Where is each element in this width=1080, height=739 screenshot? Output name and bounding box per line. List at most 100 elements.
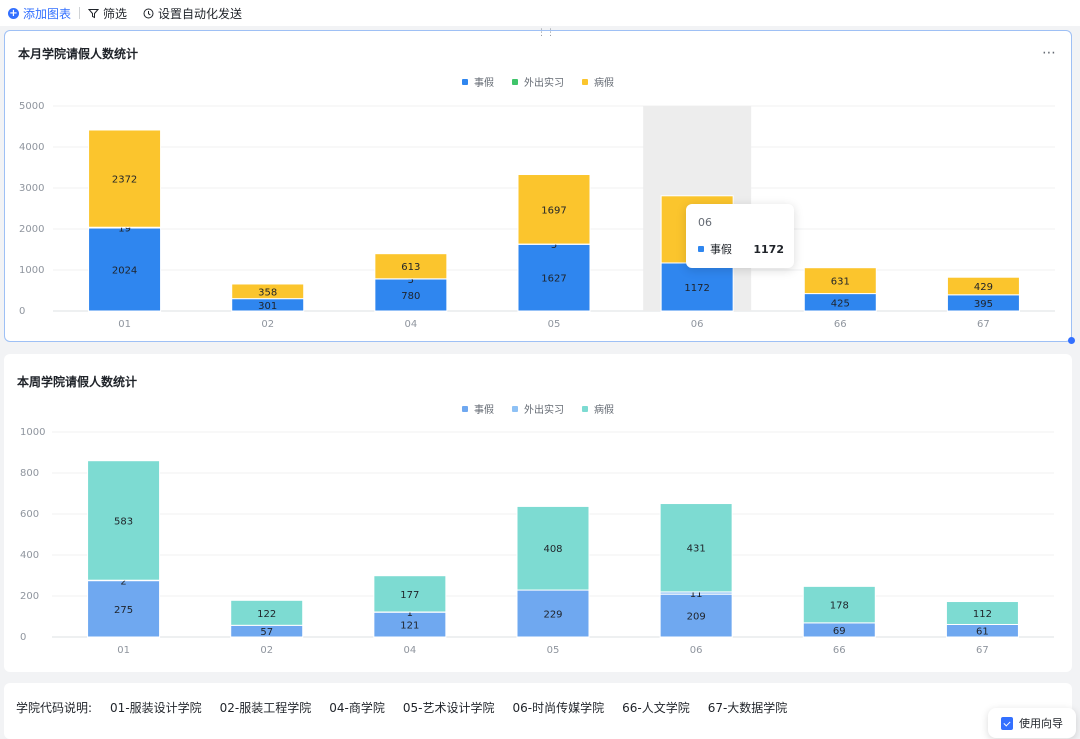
filter-button[interactable]: 筛选 [80,5,135,22]
monthly-chart-card[interactable]: ⋮⋮ 本月学院请假人数统计 ⋯ 事假 外出实习 病假 0 1000 2000 3000… [4,28,1075,344]
bar-segment [230,599,304,626]
add-chart-button[interactable]: + 添加图表 [0,5,79,22]
data-label: 121 [400,621,419,632]
college-code-item: 67-大数据学院 [707,701,788,715]
usage-guide-button[interactable]: 使用向导 [988,708,1076,738]
plus-circle-icon: + [8,7,19,19]
x-tick-label: 66 [834,319,847,330]
data-label: 2 [120,576,126,587]
data-label: 229 [543,610,562,621]
bar-segment [660,262,734,312]
college-code-item: 02-服装工程学院 [219,701,312,715]
bar-segment [373,611,447,638]
bar-segment [516,589,590,638]
bar-segment [659,593,733,638]
x-tick-label: 01 [117,645,130,656]
resize-handle[interactable] [1068,337,1075,344]
y-tick-label: 5000 [19,101,44,112]
y-tick-label: 4000 [19,142,44,153]
y-tick-label: 0 [19,306,25,317]
more-options-icon[interactable]: ⋯ [1042,45,1057,61]
data-label: 69 [833,626,846,637]
x-tick-label: 02 [260,645,273,656]
data-label: 358 [258,287,277,298]
tooltip-series: 事假 [710,243,732,256]
data-label: 275 [114,605,133,616]
x-tick-label: 06 [691,319,704,330]
legend-item[interactable]: 病假 [582,401,614,416]
bar-segment [87,460,161,581]
data-label: 178 [830,601,849,612]
legend-swatch [462,78,468,85]
data-label: 209 [687,612,706,623]
bar-segment [803,267,877,295]
auto-send-button[interactable]: 设置自动化发送 [135,5,250,22]
bar-segment [516,505,590,591]
bar-segment [517,243,591,312]
legend-swatch [462,405,468,412]
monthly-bar-chart: 0 1000 2000 3000 4000 5000 2024 19 2372 01 301 358 0… [19,101,1055,330]
data-label: 61 [976,627,989,638]
legend-item[interactable]: 外出实习 [512,74,564,89]
legend-swatch [582,78,588,85]
data-label: 1627 [541,274,566,285]
tooltip-swatch [698,246,704,252]
drag-handle-icon[interactable]: ⋮⋮ [537,28,555,38]
toolbar: + 添加图表 筛选 设置自动化发送 [0,0,1080,26]
legend-item[interactable]: 事假 [462,74,494,89]
legend-item[interactable]: 病假 [582,74,614,89]
weekly-bar-chart: 0 200 400 600 800 1000 275 2 583 01 57 122 02 121 1 177… [20,427,1054,656]
filter-label: 筛选 [103,6,128,21]
college-code-list: 学院代码说明: 01-服装设计学院 02-服装工程学院 04-商学院 05-艺术… [16,699,787,716]
y-tick-label: 1000 [20,427,45,438]
data-label: 631 [831,277,850,288]
data-label: 583 [114,516,133,527]
y-tick-label: 200 [20,591,39,602]
y-tick-label: 3000 [19,183,44,194]
x-tick-label: 02 [261,319,274,330]
toolbar-divider [79,7,81,19]
legend-swatch [512,78,518,85]
data-label: 57 [260,627,273,638]
data-label: 301 [258,301,277,312]
y-tick-label: 400 [20,550,39,561]
bar-segment [231,283,305,300]
legend-label: 事假 [474,78,494,89]
guide-icon [1001,716,1013,730]
data-label: 5 [551,240,557,251]
tooltip-value: 1172 [753,242,784,256]
x-tick-label: 67 [977,319,990,330]
legend-item[interactable]: 事假 [462,401,494,416]
legend-item[interactable]: 外出实习 [512,401,564,416]
college-code-item: 06-时尚传媒学院 [512,701,605,715]
monthly-legend: 事假 外出实习 病假 [5,74,1071,89]
college-code-item: 04-商学院 [329,701,385,715]
college-code-legend-card: 学院代码说明: 01-服装设计学院 02-服装工程学院 04-商学院 05-艺术… [4,683,1072,739]
add-chart-label: 添加图表 [23,6,72,21]
bar-segment [88,129,162,228]
data-label: 177 [400,590,419,601]
legend-label: 外出实习 [524,405,564,416]
tooltip-category: 06 [698,216,712,229]
auto-send-label: 设置自动化发送 [158,6,243,21]
data-label: 780 [401,291,420,302]
data-label: 11 [690,589,703,600]
data-label: 425 [831,298,850,309]
x-tick-label: 06 [690,645,703,656]
y-tick-label: 2000 [19,224,44,235]
data-label: 19 [118,224,131,235]
college-code-item: 05-艺术设计学院 [402,701,495,715]
data-label: 431 [687,544,706,555]
x-tick-label: 05 [548,319,561,330]
x-tick-label: 01 [118,319,131,330]
data-label: 2372 [112,175,137,186]
monthly-chart-title: 本月学院请假人数统计 [18,47,139,61]
weekly-chart-card[interactable]: 本周学院请假人数统计 事假 外出实习 病假 0 200 400 600 800 1000 2… [4,354,1072,672]
x-tick-label: 05 [547,645,560,656]
data-label: 112 [973,609,992,620]
legend-swatch [582,405,588,412]
weekly-chart-title: 本周学院请假人数统计 [17,375,138,389]
x-tick-label: 04 [404,319,417,330]
data-label: 395 [974,299,993,310]
x-tick-label: 04 [403,645,416,656]
